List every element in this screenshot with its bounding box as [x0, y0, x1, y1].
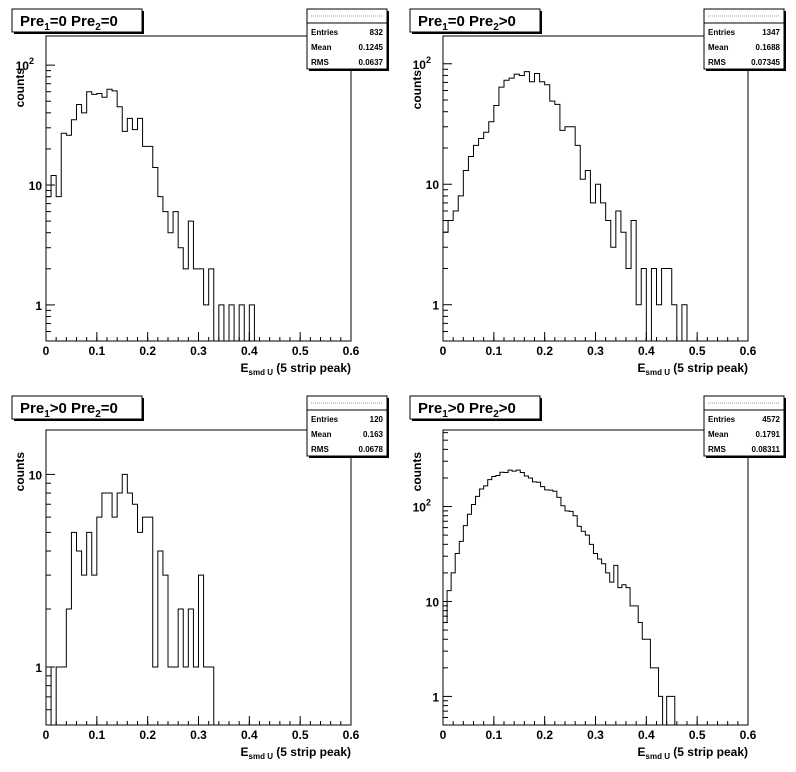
x-tick-label: 0: [43, 344, 50, 358]
x-tick-label: 0.3: [587, 344, 604, 358]
x-tick-label: 0.4: [241, 344, 258, 358]
x-tick-label: 0.5: [689, 344, 706, 358]
stats-label: RMS: [311, 445, 329, 454]
x-axis-title: Esmd U (5 strip peak): [241, 361, 352, 377]
x-tick-label: 0: [440, 344, 447, 358]
title-box: [11, 8, 143, 33]
stats-label: RMS: [708, 445, 726, 454]
stats-label: RMS: [708, 58, 726, 67]
x-tick-label: 0.3: [587, 728, 604, 742]
x-tick-label: 0.3: [190, 728, 207, 742]
plot-title: Pre1=0 Pre2=0: [20, 13, 118, 33]
stats-label: Entries: [708, 28, 736, 37]
x-tick-label: 0.5: [292, 728, 309, 742]
x-tick-label: 0.4: [638, 728, 655, 742]
title-box: [11, 395, 143, 420]
stats-value: 0.1688: [756, 43, 781, 52]
y-tick-label: 1: [432, 299, 439, 313]
x-tick-label: 0: [440, 728, 447, 742]
y-axis-title: counts: [13, 68, 27, 108]
y-tick-label: 10: [426, 595, 440, 609]
x-tick-label: 0.4: [241, 728, 258, 742]
stats-value: 4572: [762, 415, 780, 424]
stats-box: [306, 395, 388, 457]
x-tick-label: 0.1: [88, 728, 105, 742]
stats-value: 832: [370, 28, 384, 37]
x-tick-label: 0.3: [190, 344, 207, 358]
plot-frame: [45, 35, 352, 342]
x-tick-label: 0.5: [292, 344, 309, 358]
y-axis-title: counts: [410, 70, 424, 110]
stats-value: 0.0678: [359, 445, 384, 454]
plot-title: Pre1>0 Pre2>0: [418, 400, 516, 420]
x-axis-title: Esmd U (5 strip peak): [638, 745, 749, 761]
stats-label: Entries: [311, 415, 339, 424]
y-tick-label: 10: [29, 468, 43, 482]
stats-value: 120: [370, 415, 384, 424]
title-box: [409, 8, 541, 33]
stats-label: Mean: [311, 43, 332, 52]
y-tick-label: 102: [413, 55, 431, 72]
x-tick-label: 0.6: [740, 728, 757, 742]
x-tick-label: 0.4: [638, 344, 655, 358]
stats-box: [306, 8, 388, 70]
histogram-panel-4: 0 0.1 0.2 0.3 0.4 0.5 0.6 1 10 102 counts Esmd U (5…: [409, 395, 786, 761]
stats-label: Mean: [708, 43, 729, 52]
stats-label: Mean: [708, 430, 729, 439]
x-tick-label: 0.6: [343, 728, 360, 742]
x-tick-label: 0.6: [740, 344, 757, 358]
x-tick-label: 0.1: [88, 344, 105, 358]
stats-label: RMS: [311, 58, 329, 67]
x-tick-label: 0.1: [485, 728, 502, 742]
y-tick-label: 1: [35, 299, 42, 313]
y-tick-label: 10: [29, 179, 43, 193]
x-tick-label: 0: [43, 728, 50, 742]
plot-title: Pre1>0 Pre2=0: [20, 400, 118, 420]
stats-box: [703, 8, 785, 70]
stats-label: Entries: [708, 415, 736, 424]
x-tick-label: 0.2: [139, 344, 156, 358]
stats-value: 1347: [762, 28, 780, 37]
x-tick-label: 0.2: [536, 728, 553, 742]
plot-title: Pre1=0 Pre2>0: [418, 13, 516, 33]
histogram-line: [45, 88, 255, 341]
x-tick-label: 0.1: [485, 344, 502, 358]
title-box: [409, 395, 541, 420]
histogram-line: [442, 469, 676, 725]
stats-value: 0.08311: [752, 445, 781, 454]
stats-value: 0.1245: [359, 43, 384, 52]
stats-value: 0.163: [363, 430, 384, 439]
y-tick-label: 1: [35, 661, 42, 675]
y-tick-label: 10: [426, 178, 440, 192]
stats-label: Entries: [311, 28, 339, 37]
x-tick-label: 0.2: [536, 344, 553, 358]
x-tick-label: 0.2: [139, 728, 156, 742]
stats-value: 0.07345: [751, 58, 780, 67]
y-tick-label: 102: [16, 56, 34, 73]
x-axis-title: Esmd U (5 strip peak): [241, 745, 352, 761]
y-axis-title: counts: [13, 452, 27, 492]
histogram-line: [442, 71, 688, 341]
plot-frame: [442, 429, 749, 726]
x-axis-title: Esmd U (5 strip peak): [638, 361, 749, 377]
x-tick-label: 0.6: [343, 344, 360, 358]
stats-label: Mean: [311, 430, 332, 439]
y-axis-title: counts: [410, 452, 424, 492]
y-tick-label: 102: [413, 498, 431, 515]
x-tick-label: 0.5: [689, 728, 706, 742]
stats-value: 0.0637: [359, 58, 384, 67]
y-tick-label: 1: [432, 690, 439, 704]
stats-value: 0.1791: [756, 430, 781, 439]
stats-box: [703, 395, 785, 457]
